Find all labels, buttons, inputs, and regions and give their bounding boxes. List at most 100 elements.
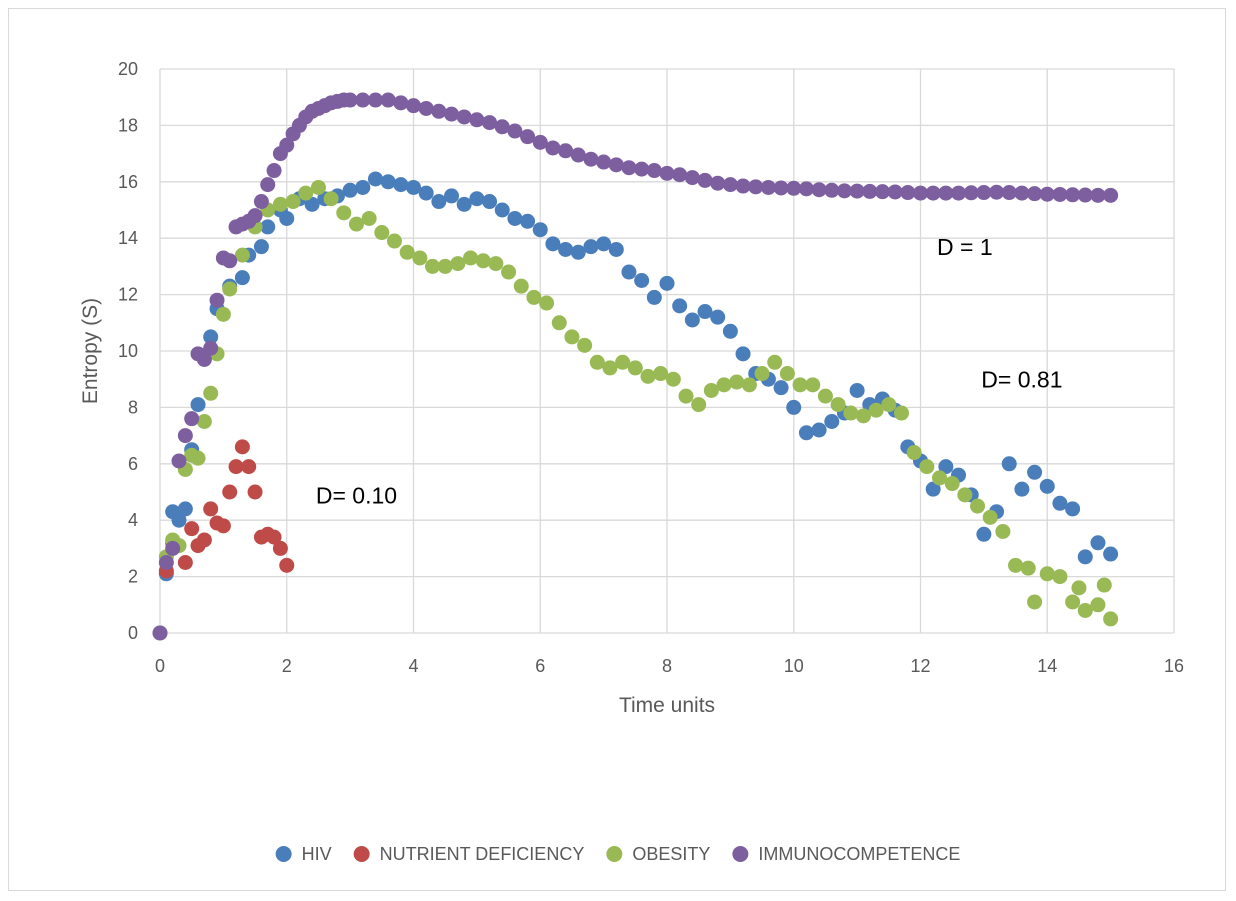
point-hiv [469, 191, 485, 207]
point-hiv [431, 194, 447, 210]
point-immunocompetence [1103, 187, 1119, 203]
point-immunocompetence [367, 92, 383, 108]
chart-frame [8, 8, 1226, 891]
x-tick-label: 10 [784, 656, 804, 676]
point-immunocompetence [1027, 186, 1043, 202]
point-obesity [640, 368, 656, 384]
point-obesity [412, 250, 428, 266]
point-immunocompetence [532, 134, 548, 150]
point-obesity [817, 388, 833, 404]
point-immunocompetence [938, 185, 954, 201]
x-axis-ticks: 0 2 4 6 8 10 12 14 16 [155, 656, 1184, 676]
point-immunocompetence [621, 160, 637, 176]
point-immunocompetence [1039, 186, 1055, 202]
point-obesity [767, 354, 783, 370]
point-hiv [697, 304, 713, 320]
gridlines [159, 68, 1175, 634]
point-immunocompetence [697, 172, 713, 188]
point-immunocompetence [596, 154, 612, 170]
point-obesity [754, 366, 770, 382]
point-obesity [1020, 560, 1036, 576]
point-immunocompetence [913, 185, 928, 201]
point-hiv [773, 380, 789, 396]
point-obesity [488, 256, 504, 272]
point-immunocompetence [798, 181, 814, 197]
legend-label: NUTRIENT DEFICIENCY [380, 844, 585, 864]
point-hiv [1014, 481, 1030, 497]
point-hiv [279, 210, 295, 226]
point-obesity [881, 397, 897, 413]
series-obesity [152, 179, 1119, 641]
point-hiv [570, 244, 586, 260]
point-obesity [298, 185, 314, 201]
point-immunocompetence [748, 179, 764, 195]
x-tick-label: 4 [408, 656, 418, 676]
point-obesity [374, 225, 390, 241]
point-obesity [805, 377, 821, 393]
point-immunocompetence [279, 137, 295, 153]
point-immunocompetence [545, 140, 561, 156]
point-immunocompetence [158, 555, 174, 570]
point-obesity [653, 366, 669, 382]
point-obesity [589, 354, 605, 370]
point-immunocompetence [456, 109, 472, 125]
point-immunocompetence [583, 151, 599, 167]
point-hiv [1027, 464, 1043, 480]
point-hiv [710, 309, 726, 325]
point-hiv [355, 179, 371, 195]
point-immunocompetence [431, 103, 447, 119]
point-hiv [406, 179, 421, 195]
point-obesity [678, 388, 694, 404]
point-obesity [437, 258, 453, 274]
point-immunocompetence [773, 180, 789, 196]
point-immunocompetence [260, 177, 276, 193]
point-immunocompetence [786, 180, 802, 196]
legend-label: IMMUNOCOMPETENCE [758, 844, 960, 864]
point-obesity [716, 377, 732, 393]
point-obesity [513, 278, 529, 294]
point-obesity [386, 233, 402, 249]
point-immunocompetence [209, 292, 225, 308]
point-obesity [741, 377, 757, 393]
point-immunocompetence [520, 129, 536, 145]
point-obesity [691, 397, 707, 413]
point-immunocompetence [900, 185, 916, 201]
point-immunocompetence [152, 625, 168, 641]
point-obesity [665, 371, 681, 387]
legend-label: HIV [302, 844, 332, 864]
point-obesity [203, 385, 219, 401]
point-hiv [659, 275, 675, 291]
point-immunocompetence [963, 185, 979, 201]
point-obesity [615, 354, 631, 370]
point-obesity [501, 264, 517, 280]
point-hiv [234, 270, 250, 286]
y-tick-label: 12 [118, 285, 138, 305]
point-obesity [1103, 611, 1119, 627]
y-tick-label: 10 [118, 341, 138, 361]
point-nutrient-deficiency [177, 555, 193, 570]
point-immunocompetence [165, 540, 181, 556]
point-obesity [1096, 577, 1112, 593]
point-immunocompetence [558, 143, 574, 159]
point-hiv [824, 414, 840, 429]
point-obesity [982, 509, 998, 525]
point-obesity [995, 523, 1011, 539]
point-immunocompetence [824, 182, 840, 198]
point-obesity [234, 247, 250, 263]
point-hiv [558, 241, 574, 257]
point-obesity [932, 470, 948, 486]
point-obesity [868, 402, 884, 418]
y-tick-label: 2 [128, 567, 138, 587]
point-obesity [551, 315, 567, 331]
point-obesity [970, 498, 986, 514]
point-hiv [418, 185, 434, 201]
x-axis-title: Time units [619, 694, 715, 717]
point-immunocompetence [608, 157, 624, 173]
point-hiv [367, 171, 383, 187]
legend-marker [275, 846, 292, 862]
point-obesity [285, 194, 301, 210]
point-immunocompetence [646, 163, 662, 179]
point-obesity [906, 445, 922, 461]
point-hiv [735, 346, 751, 362]
